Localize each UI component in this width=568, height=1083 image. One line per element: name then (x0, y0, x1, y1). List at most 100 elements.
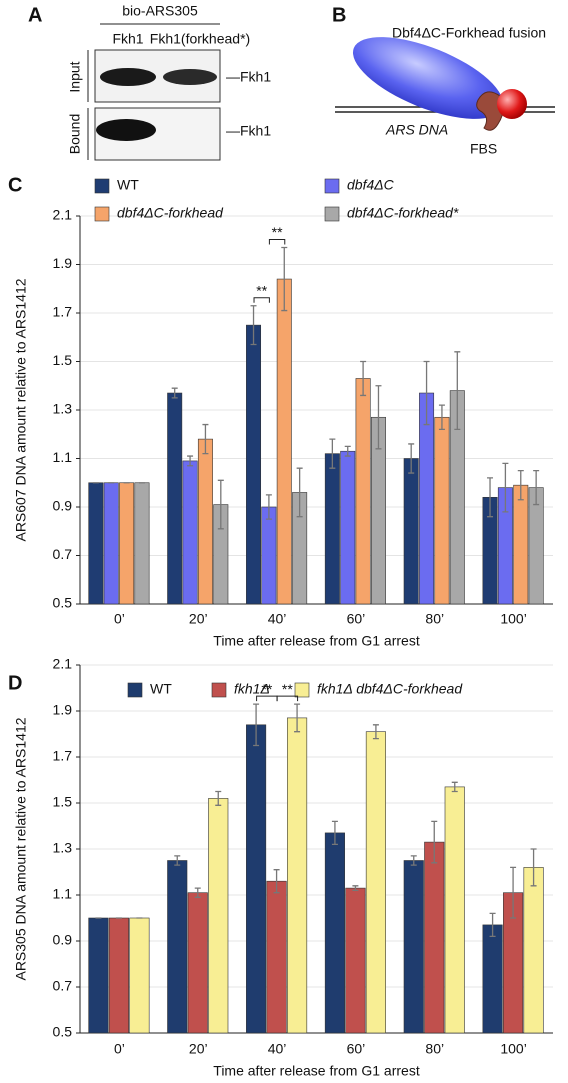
error-bar (375, 385, 382, 450)
error-bar (171, 387, 178, 399)
site-label: FBS (470, 141, 497, 157)
legend-swatch (324, 178, 340, 194)
bar (208, 798, 229, 1034)
legend-label: dbf4ΔC-forkhead* (347, 205, 459, 221)
y-tick-label: 2.1 (53, 656, 73, 672)
blot-band (96, 119, 156, 141)
bar (324, 453, 340, 605)
x-tick-label: 80’ (425, 611, 444, 627)
y-tick-label: 0.5 (53, 595, 73, 611)
error-bar (454, 351, 461, 431)
legend-swatch (94, 206, 110, 222)
error-bar (451, 781, 458, 793)
legend-label: WT (117, 177, 139, 193)
error-bar (487, 477, 494, 518)
y-tick-label: 0.5 (53, 1024, 73, 1040)
bar (340, 450, 356, 605)
error-bar (438, 404, 445, 431)
y-tick-label: 1.7 (53, 748, 73, 764)
error-bar (489, 912, 496, 938)
error-bar (408, 443, 415, 474)
y-tick-label: 1.3 (53, 401, 73, 417)
legend-swatch (94, 178, 110, 194)
bar (266, 880, 287, 1034)
bar (523, 867, 544, 1034)
bar (365, 731, 386, 1034)
bar (345, 887, 366, 1034)
bar (324, 832, 345, 1034)
bar (88, 482, 104, 605)
forkhead-domain (476, 91, 504, 131)
significance-label: ** (261, 681, 272, 697)
x-axis-label: Time after release from G1 arrest (213, 633, 420, 649)
y-tick-label: 2.1 (53, 207, 73, 223)
bar (167, 392, 183, 605)
error-bar (502, 462, 509, 513)
error-bar (273, 869, 280, 894)
fkh-sphere (497, 89, 527, 119)
error-bar (423, 360, 430, 426)
y-tick-label: 1.1 (53, 449, 73, 465)
x-tick-label: 40’ (268, 611, 287, 627)
error-bar (202, 423, 209, 455)
error-bar (352, 885, 359, 892)
significance-label: ** (282, 681, 293, 697)
error-bar (265, 494, 272, 520)
error-bar (530, 848, 537, 887)
y-tick-label: 0.7 (53, 546, 73, 562)
x-tick-label: 100’ (500, 1041, 526, 1057)
bar (444, 786, 465, 1034)
x-tick-label: 0’ (114, 611, 125, 627)
y-axis-label: ARS607 DNA amount relative to ARS1412 (13, 278, 29, 541)
x-tick-label: 60’ (347, 1041, 366, 1057)
error-bar (533, 469, 540, 506)
bar (403, 860, 424, 1034)
error-bar (510, 866, 517, 919)
band-label: —Fkh1 (226, 69, 271, 85)
y-tick-label: 0.9 (53, 498, 73, 514)
error-bar (253, 703, 260, 747)
dbf4-domain (352, 37, 504, 119)
x-tick-label: 20’ (189, 611, 208, 627)
y-tick-label: 1.9 (53, 702, 73, 718)
panel-letter: C (8, 174, 22, 196)
bar (129, 917, 150, 1034)
bar (403, 458, 419, 605)
x-tick-label: 60’ (347, 611, 366, 627)
error-bar (215, 790, 222, 806)
bar (134, 482, 150, 605)
x-tick-label: 20’ (189, 1041, 208, 1057)
x-tick-label: 40’ (268, 1041, 287, 1057)
row-label: Input (67, 61, 83, 92)
error-bar (217, 479, 224, 530)
blot-header: bio-ARS305 (122, 3, 198, 19)
lane-label: Fkh1(forkhead*) (150, 31, 250, 47)
y-tick-label: 1.9 (53, 255, 73, 271)
y-tick-label: 1.5 (53, 352, 73, 368)
x-tick-label: 100’ (500, 611, 526, 627)
bar (355, 378, 371, 605)
bar (287, 717, 308, 1034)
bar (424, 841, 445, 1034)
error-bar (281, 246, 288, 312)
legend-swatch (294, 682, 310, 698)
error-bar (360, 360, 367, 397)
bar (187, 892, 208, 1034)
legend-swatch (127, 682, 143, 698)
y-tick-label: 0.9 (53, 932, 73, 948)
bar (434, 416, 450, 605)
error-bar (517, 469, 524, 501)
legend-label: WT (150, 681, 172, 697)
panel-letter: B (332, 4, 346, 26)
x-tick-label: 0’ (114, 1041, 125, 1057)
bar (482, 924, 503, 1034)
legend-label: fkh1Δ (234, 681, 270, 697)
bar (513, 484, 529, 605)
error-bar (294, 703, 301, 733)
lane-label: Fkh1 (112, 31, 143, 47)
legend-swatch (324, 206, 340, 222)
error-bar (187, 455, 194, 467)
error-bar (174, 855, 181, 866)
bar (276, 278, 292, 605)
